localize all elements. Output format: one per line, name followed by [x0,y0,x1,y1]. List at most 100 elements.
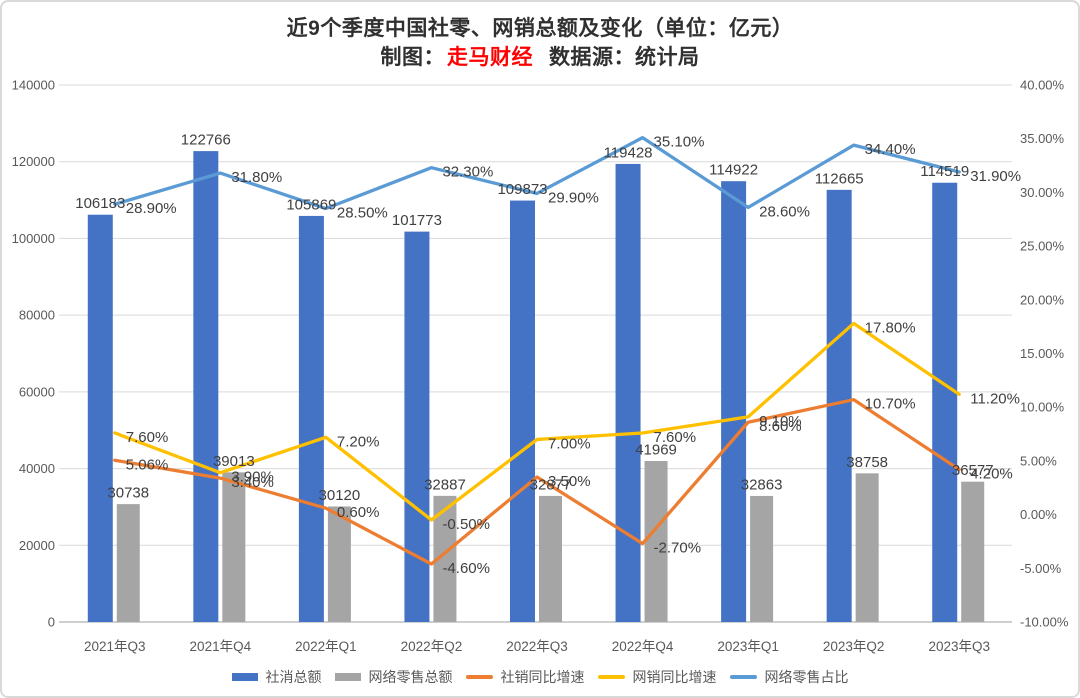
online-retail-yoy-value-label: 7.60% [126,429,169,446]
chart-legend: 社消总额 网络零售总额 社销同比增速 网销同比增速 网络零售占比 [2,664,1078,690]
social-retail-total-value-label: 112665 [815,170,864,187]
category-label: 2023年Q1 [717,639,779,654]
secondary-axis-tick-label: -10.00% [1020,615,1069,630]
online-retail-yoy-value-label: 7.60% [654,429,697,446]
subtitle-brand: 走马财经 [447,46,533,69]
social-retail-yoy-value-label: 3.40% [231,474,274,491]
legend-item-online-retail-share: 网络零售占比 [729,667,849,687]
legend-item-social-retail-total: 社消总额 [231,667,322,687]
online-retail-share-value-label: 31.80% [231,169,282,186]
online-retail-total-bars [116,461,985,622]
primary-axis-tick-label: 140000 [12,78,55,93]
online-retail-total-bar [327,506,351,622]
primary-axis-tick-label: 60000 [19,384,55,399]
legend-label-online-retail-total: 网络零售总额 [368,669,453,685]
legend-swatch-online-retail-share [729,675,757,679]
online-retail-total-value-label: 30120 [319,487,361,504]
social-retail-yoy-value-label: -2.70% [654,540,702,557]
online-retail-share-value-label: 29.90% [548,189,599,206]
online-retail-share-value-label: 28.60% [759,203,810,220]
legend-swatch-social-retail-total [231,673,258,681]
online-retail-share-value-label: 31.90% [970,168,1021,185]
category-label: 2022年Q4 [612,639,674,654]
primary-axis-tick-label: 120000 [12,154,55,169]
social-retail-yoy-value-label: 10.70% [865,396,916,413]
legend-label-social-retail-yoy: 社销同比增速 [500,669,585,685]
social-retail-total-bar [404,231,430,622]
online-retail-share-value-label: 34.40% [865,141,916,158]
social-retail-yoy-value-label: 4.20% [970,465,1013,482]
social-retail-yoy-line [113,398,961,566]
social-retail-total-bar [298,215,324,623]
secondary-axis-tick-label: 15.00% [1020,346,1065,361]
social-retail-total-value-label: 109873 [497,181,547,198]
online-retail-total-bar [539,495,562,622]
social-retail-total-bars [87,151,958,623]
social-retail-total-value-label: 119428 [604,144,653,161]
online-retail-total-value-label: 38758 [846,454,888,471]
social-retail-total-bar [721,181,747,622]
legend-item-online-retail-total: 网络零售总额 [334,667,453,687]
secondary-axis-tick-label: -5.00% [1020,561,1062,576]
online-retail-yoy-value-label: 9.10% [759,413,802,430]
chart-subtitle: 制图：走马财经 数据源：统计局 [2,44,1078,72]
social-retail-yoy-value-label: 0.60% [337,504,380,521]
online-retail-total-value-label: 39013 [213,453,255,470]
legend-label-online-retail-share: 网络零售占比 [764,669,849,685]
social-retail-total-bar [510,200,535,622]
social-retail-yoy-value-label: 8.60% [759,418,802,435]
secondary-axis-tick-label: 0.00% [1020,507,1057,522]
online-retail-yoy-line [113,321,961,522]
online-retail-total-value-label: 41969 [635,442,677,459]
social-retail-total-bar [193,151,219,622]
online-retail-total-value-label: 32877 [530,476,572,493]
category-label: 2022年Q1 [295,639,357,654]
online-retail-share-line [113,135,961,211]
social-retail-total-bar [615,163,641,622]
online-retail-share-value-label: 28.50% [337,205,388,222]
social-retail-yoy-value-label: -4.60% [442,560,490,577]
category-label: 2021年Q3 [84,639,146,654]
online-retail-total-value-label: 32863 [741,476,783,493]
social-retail-yoy-value-label: 5.06% [126,456,169,473]
online-retail-total-value-label: 32887 [424,476,466,493]
primary-axis-tick-label: 20000 [19,538,55,553]
legend-item-online-retail-yoy: 网销同比增速 [597,667,717,687]
social-retail-total-value-label: 122766 [181,132,231,149]
online-retail-total-bar [222,472,246,622]
online-retail-share-value-label: 35.10% [654,134,705,151]
subtitle-prefix: 制图： [380,46,445,69]
secondary-axis-tick-label: 35.00% [1020,131,1065,146]
primary-axis-labels: 140000 120000 100000 80000 60000 40000 20000 0 [12,78,55,630]
social-retail-total-value-label: 101773 [392,212,442,229]
category-label: 2023年Q3 [928,639,990,654]
social-retail-yoy-labels: 5.06% 3.40% 0.60% -4.60% 3.50% -2.70% 8.60% 10.… [126,396,1013,577]
primary-axis-tick-label: 100000 [12,231,55,246]
secondary-axis-tick-label: 30.00% [1020,185,1065,200]
social-retail-total-bar [932,182,958,622]
online-retail-total-labels: 30738 39013 30120 32887 32877 41969 32863 38758… [107,442,993,504]
social-retail-total-bar [87,214,113,623]
online-retail-total-bar [644,461,668,622]
secondary-axis-labels: 40.00% 35.00% 30.00% 25.00% 20.00% 15.00% 10.0… [1020,78,1069,630]
legend-label-online-retail-yoy: 网销同比增速 [632,669,717,685]
category-label: 2021年Q4 [190,639,252,654]
social-retail-total-value-label: 106183 [75,195,125,212]
social-retail-total-value-label: 105869 [286,196,336,213]
legend-item-social-retail-yoy: 社销同比增速 [465,667,585,687]
secondary-axis-tick-label: 25.00% [1020,239,1065,254]
online-retail-total-value-label: 30738 [107,485,149,502]
legend-swatch-online-retail-total [334,673,361,681]
online-retail-share-value-label: 28.90% [126,200,177,217]
primary-axis-tick-label: 80000 [19,308,55,323]
social-retail-total-labels: 106183 122766 105869 101773 109873 119428 1149… [75,132,969,230]
category-axis-labels: 2021年Q3 2021年Q4 2022年Q1 2022年Q2 2022年Q3 2022年… [84,639,990,654]
social-retail-yoy-value-label: 3.50% [548,473,591,490]
primary-axis-tick-label: 0 [48,615,55,630]
chart-title-block: 近9个季度中国社零、网销总额及变化（单位：亿元） 制图：走马财经 数据源：统计局 [2,14,1078,72]
subtitle-suffix: 数据源：统计局 [549,46,700,69]
online-retail-yoy-value-label: -0.50% [442,516,490,533]
primary-axis-tick-label: 40000 [19,461,55,476]
